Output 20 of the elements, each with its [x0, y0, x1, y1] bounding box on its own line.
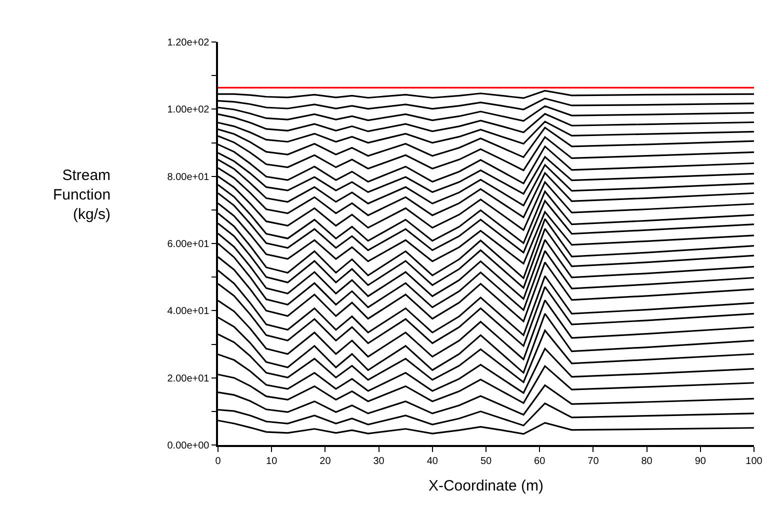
x-tick-label: 40 — [426, 456, 438, 467]
x-tick-label: 50 — [480, 456, 492, 467]
y-tick-label: 2.00e+01 — [167, 373, 210, 384]
y-tick-label: 1.00e+02 — [167, 104, 210, 116]
x-tick-label: 80 — [641, 456, 653, 467]
x-tick-label: 100 — [746, 456, 763, 467]
y-tick-label: 6.00e+01 — [167, 239, 210, 250]
x-tick-label: 90 — [694, 456, 706, 467]
y-tick-label: 8.00e+01 — [167, 172, 210, 183]
x-tick-label: 0 — [215, 456, 222, 467]
y-tick-label: 0.00e+00 — [167, 440, 210, 452]
x-tick-label: 10 — [266, 456, 278, 467]
x-axis-title: X-Coordinate (m) — [428, 477, 544, 494]
x-tick-label: 20 — [320, 456, 332, 467]
x-tick-label: 70 — [588, 456, 600, 467]
x-tick-label: 60 — [534, 456, 546, 467]
y-tick-label: 1.20e+02 — [167, 38, 210, 48]
x-tick-label: 30 — [373, 456, 385, 467]
y-axis-title: Stream Function (kg/s) — [53, 167, 111, 223]
y-tick-label: 4.00e+01 — [167, 306, 210, 318]
